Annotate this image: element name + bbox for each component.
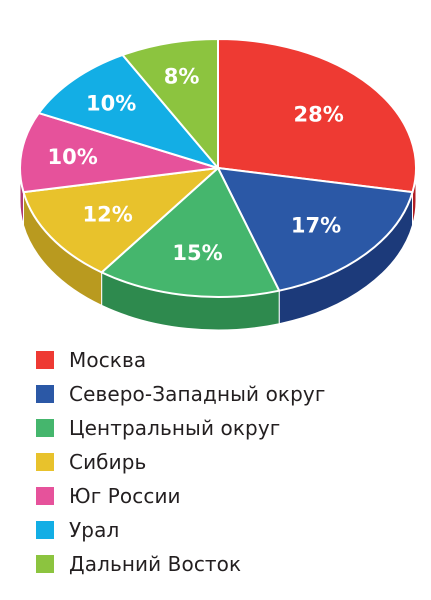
legend-swatch <box>36 487 54 505</box>
legend-swatch <box>36 351 54 369</box>
pie-slice-label-2: 17% <box>291 213 341 237</box>
legend-swatch <box>36 419 54 437</box>
legend-swatch <box>36 555 54 573</box>
pie-slice-label-5: 10% <box>48 145 98 169</box>
pie-slice-6 <box>37 53 219 169</box>
pie-slice-1 <box>217 38 417 194</box>
legend-swatch <box>36 521 54 539</box>
legend-label: Сибирь <box>69 450 147 474</box>
legend-swatch <box>36 385 54 403</box>
legend-swatch <box>36 453 54 471</box>
legend-item: Дальний Восток <box>36 547 325 581</box>
legend-label: Юг России <box>69 484 181 508</box>
legend: Москва Северо-Западный округ Центральный о… <box>36 343 325 581</box>
pie-slice-label-6: 10% <box>86 92 136 116</box>
pie-slice-5 <box>19 112 219 194</box>
legend-label: Дальний Восток <box>69 552 242 576</box>
pie-slice-label-3: 15% <box>172 241 222 265</box>
legend-label: Урал <box>69 518 120 542</box>
pie-slice-label-1: 28% <box>294 103 344 127</box>
pie-slice-2 <box>217 167 414 292</box>
pie-slice-label-7: 8% <box>164 65 200 89</box>
legend-item: Москва <box>36 343 325 377</box>
legend-item: Центральный округ <box>36 411 325 445</box>
pie-slice-labels: 28% 17% 15% 12% 10% 10% 8% <box>48 65 344 266</box>
legend-item: Сибирь <box>36 445 325 479</box>
legend-item: Северо-Западный округ <box>36 377 325 411</box>
legend-label: Центральный округ <box>69 416 281 440</box>
pie-chart: 28% 17% 15% 12% 10% 10% 8% <box>19 38 417 331</box>
pie-slices <box>19 38 417 298</box>
legend-label: Северо-Западный округ <box>69 382 326 406</box>
legend-label: Москва <box>69 348 147 372</box>
pie-slice-4 <box>22 167 219 274</box>
pie-slice-3 <box>100 167 281 298</box>
legend-item: Юг России <box>36 479 325 513</box>
pie-slice-label-4: 12% <box>83 203 133 227</box>
legend-item: Урал <box>36 513 325 547</box>
pie-slice-7 <box>121 38 219 169</box>
